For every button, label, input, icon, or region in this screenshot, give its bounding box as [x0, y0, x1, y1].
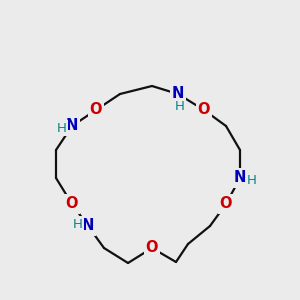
- Text: N: N: [66, 118, 78, 134]
- Text: O: O: [198, 103, 210, 118]
- Text: N: N: [82, 218, 94, 233]
- Text: H: H: [57, 122, 67, 134]
- Text: O: O: [220, 196, 232, 211]
- Text: N: N: [234, 170, 246, 185]
- Text: O: O: [66, 196, 78, 211]
- Text: N: N: [172, 86, 184, 101]
- Text: O: O: [146, 241, 158, 256]
- Text: H: H: [247, 173, 257, 187]
- Text: O: O: [90, 103, 102, 118]
- Text: H: H: [73, 218, 83, 230]
- Text: H: H: [175, 100, 185, 112]
